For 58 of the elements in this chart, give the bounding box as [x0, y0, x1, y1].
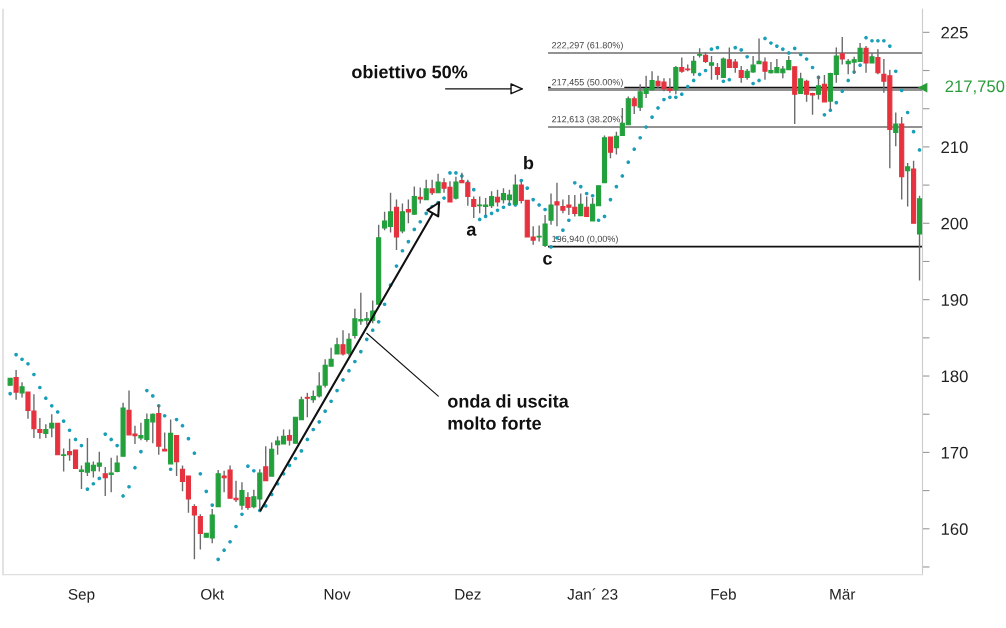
- candlestick: [554, 182, 560, 228]
- candlestick: [453, 175, 459, 201]
- y-tick-label: 190: [941, 294, 968, 306]
- annotation: obiettivo 50%: [352, 65, 468, 79]
- candlestick: [31, 393, 37, 439]
- candlestick: [399, 202, 406, 234]
- candlestick: [102, 466, 108, 497]
- x-tick-label: Dez: [455, 589, 481, 600]
- candlestick: [43, 423, 49, 439]
- ref-line-label: 222,297 (61.80%): [552, 41, 623, 51]
- y-tick-label: 160: [941, 523, 968, 535]
- candlestick: [197, 513, 203, 551]
- candlestick: [471, 195, 477, 219]
- candlestick: [25, 391, 31, 420]
- candlestick: [905, 162, 911, 208]
- annotation: onda di uscita molto forte: [448, 394, 569, 430]
- x-tick-label: Jan´ 23: [567, 588, 618, 600]
- candlestick: [239, 481, 245, 511]
- candlestick: [607, 136, 614, 160]
- x-tick-label: Okt: [201, 588, 225, 600]
- y-tick-label: 200: [941, 217, 968, 230]
- x-tick-label: Mär: [830, 589, 856, 600]
- ref-line-label: 217,455 (50.00%): [552, 78, 623, 88]
- ref-line-label: 217,750: [945, 80, 1005, 95]
- candlestick: [61, 447, 67, 473]
- x-tick-label: Sep: [68, 588, 95, 603]
- candlestick: [37, 417, 43, 440]
- candlestick: [346, 332, 352, 357]
- candlestick: [762, 56, 768, 81]
- candlestick: [691, 55, 697, 77]
- y-tick-label: 225: [941, 26, 968, 39]
- candlestick: [108, 457, 114, 493]
- candlestick: [405, 198, 411, 224]
- annotation: b: [524, 156, 534, 170]
- y-tick-label: 170: [941, 446, 968, 459]
- y-tick-label: 180: [941, 370, 968, 383]
- candlestick: [429, 179, 435, 196]
- y-tick-label: 210: [941, 141, 968, 154]
- candlestick: [435, 172, 441, 194]
- candlestick: [49, 413, 55, 438]
- candlestick: [191, 503, 197, 561]
- candlestick: [304, 392, 310, 418]
- annotation: a: [466, 225, 477, 236]
- candlestick: [162, 431, 168, 452]
- candlestick: [13, 369, 19, 401]
- candlestick: [263, 445, 269, 482]
- candlestick: [423, 179, 429, 201]
- candlestick: [584, 195, 590, 218]
- candlestick: [578, 192, 584, 217]
- ref-line-label: 196,940 (0,00%): [552, 235, 618, 244]
- candlestick: [548, 192, 554, 226]
- candlestick: [708, 55, 715, 81]
- x-tick-label: Nov: [324, 589, 351, 600]
- candlestick: [613, 130, 619, 156]
- candlestick: [340, 329, 346, 357]
- x-tick-label: Feb: [711, 588, 736, 600]
- annotation: c: [543, 254, 552, 265]
- candlestick: [411, 185, 417, 216]
